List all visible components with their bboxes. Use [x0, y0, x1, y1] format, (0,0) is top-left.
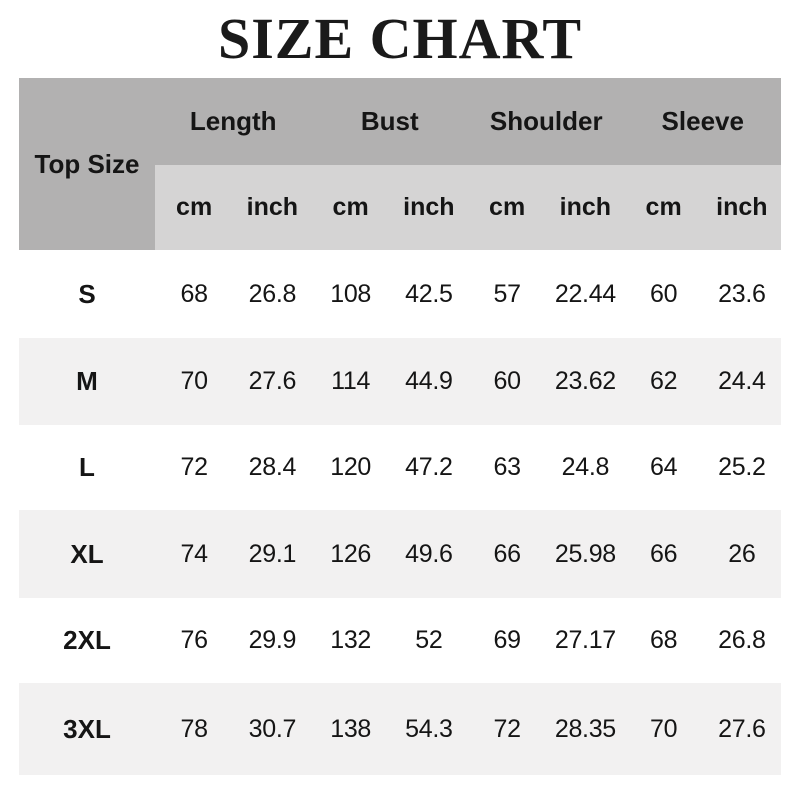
unit-header-inch: inch: [389, 165, 468, 250]
page-title: SIZE CHART: [217, 6, 583, 71]
value-cell: 68: [624, 598, 703, 683]
header-length: Length: [155, 78, 312, 165]
value-cell: 70: [155, 338, 234, 425]
value-cell: 60: [624, 250, 703, 338]
value-cell: 70: [624, 683, 703, 775]
value-cell: 23.6: [702, 250, 781, 338]
value-cell: 29.9: [233, 598, 312, 683]
value-cell: 49.6: [389, 510, 468, 598]
size-cell: S: [19, 250, 155, 338]
value-cell: 42.5: [389, 250, 468, 338]
value-cell: 30.7: [233, 683, 312, 775]
value-cell: 68: [155, 250, 234, 338]
value-cell: 64: [624, 425, 703, 510]
value-cell: 138: [311, 683, 390, 775]
size-cell: L: [19, 425, 155, 510]
value-cell: 28.4: [233, 425, 312, 510]
unit-header-inch: inch: [233, 165, 312, 250]
value-cell: 72: [155, 425, 234, 510]
unit-header-cm: cm: [311, 165, 390, 250]
header-sleeve: Sleeve: [624, 78, 781, 165]
size-chart-table: Top Size Length Bust Shoulder Sleeve cm …: [19, 78, 781, 775]
value-cell: 76: [155, 598, 234, 683]
header-top-size: Top Size: [19, 78, 155, 250]
value-cell: 22.44: [546, 250, 625, 338]
header-bust: Bust: [311, 78, 468, 165]
unit-header-cm: cm: [155, 165, 234, 250]
value-cell: 24.4: [702, 338, 781, 425]
value-cell: 28.35: [546, 683, 625, 775]
value-cell: 114: [311, 338, 390, 425]
value-cell: 126: [311, 510, 390, 598]
value-cell: 72: [468, 683, 547, 775]
value-cell: 25.2: [702, 425, 781, 510]
value-cell: 29.1: [233, 510, 312, 598]
value-cell: 27.6: [702, 683, 781, 775]
header-shoulder: Shoulder: [468, 78, 625, 165]
value-cell: 78: [155, 683, 234, 775]
value-cell: 69: [468, 598, 547, 683]
value-cell: 54.3: [389, 683, 468, 775]
value-cell: 66: [624, 510, 703, 598]
value-cell: 23.62: [546, 338, 625, 425]
value-cell: 57: [468, 250, 547, 338]
unit-header-cm: cm: [624, 165, 703, 250]
value-cell: 26.8: [233, 250, 312, 338]
unit-header-inch: inch: [546, 165, 625, 250]
value-cell: 74: [155, 510, 234, 598]
value-cell: 62: [624, 338, 703, 425]
size-cell: 2XL: [19, 598, 155, 683]
value-cell: 132: [311, 598, 390, 683]
value-cell: 63: [468, 425, 547, 510]
value-cell: 44.9: [389, 338, 468, 425]
value-cell: 120: [311, 425, 390, 510]
size-cell: XL: [19, 510, 155, 598]
size-cell: 3XL: [19, 683, 155, 775]
value-cell: 66: [468, 510, 547, 598]
value-cell: 26.8: [702, 598, 781, 683]
value-cell: 52: [389, 598, 468, 683]
value-cell: 60: [468, 338, 547, 425]
value-cell: 26: [702, 510, 781, 598]
value-cell: 27.6: [233, 338, 312, 425]
value-cell: 47.2: [389, 425, 468, 510]
value-cell: 108: [311, 250, 390, 338]
size-cell: M: [19, 338, 155, 425]
value-cell: 25.98: [546, 510, 625, 598]
value-cell: 27.17: [546, 598, 625, 683]
value-cell: 24.8: [546, 425, 625, 510]
unit-header-inch: inch: [702, 165, 781, 250]
unit-header-cm: cm: [468, 165, 547, 250]
